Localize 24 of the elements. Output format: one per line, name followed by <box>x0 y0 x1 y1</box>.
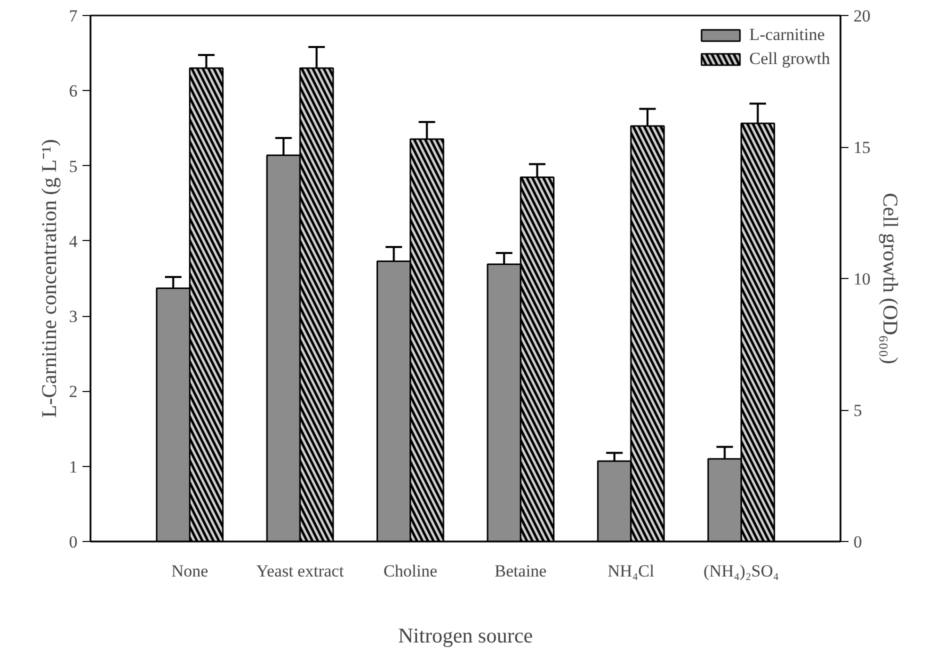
y2-tick-label: 5 <box>854 401 862 420</box>
y-axis-title: L-Carnitine concentration (g L⁻¹) <box>37 139 61 418</box>
x-axis-title: Nitrogen source <box>398 624 533 648</box>
y2-tick-label: 0 <box>854 532 862 552</box>
y-tick-label: 6 <box>69 82 78 101</box>
legend-label: Cell growth <box>749 49 830 69</box>
x-tick-label: Choline <box>383 562 438 580</box>
y-tick-label: 3 <box>69 307 78 326</box>
y2-tick-label: 15 <box>854 138 870 157</box>
y-tick-label: 5 <box>69 156 78 176</box>
y2-tick-label: 20 <box>854 6 870 26</box>
y-tick-label: 7 <box>69 6 78 26</box>
y-tick-label: 4 <box>69 232 78 251</box>
x-tick-label: NH₄Cl <box>608 562 654 580</box>
x-tick-label: Betaine <box>494 562 547 580</box>
x-tick-label: (NH₄)₂SO₄ <box>704 562 779 580</box>
y2-axis-title: Cell growth (OD₆₀₀) <box>878 192 902 364</box>
y-tick-label: 0 <box>69 532 78 552</box>
y-tick-label: 2 <box>69 382 78 402</box>
x-tick-label: Yeast extract <box>256 562 344 580</box>
legend-label: L-carnitine <box>749 25 825 45</box>
y-tick-label: 1 <box>69 457 78 476</box>
x-tick-label: None <box>171 562 208 580</box>
y2-tick-label: 10 <box>854 270 870 288</box>
